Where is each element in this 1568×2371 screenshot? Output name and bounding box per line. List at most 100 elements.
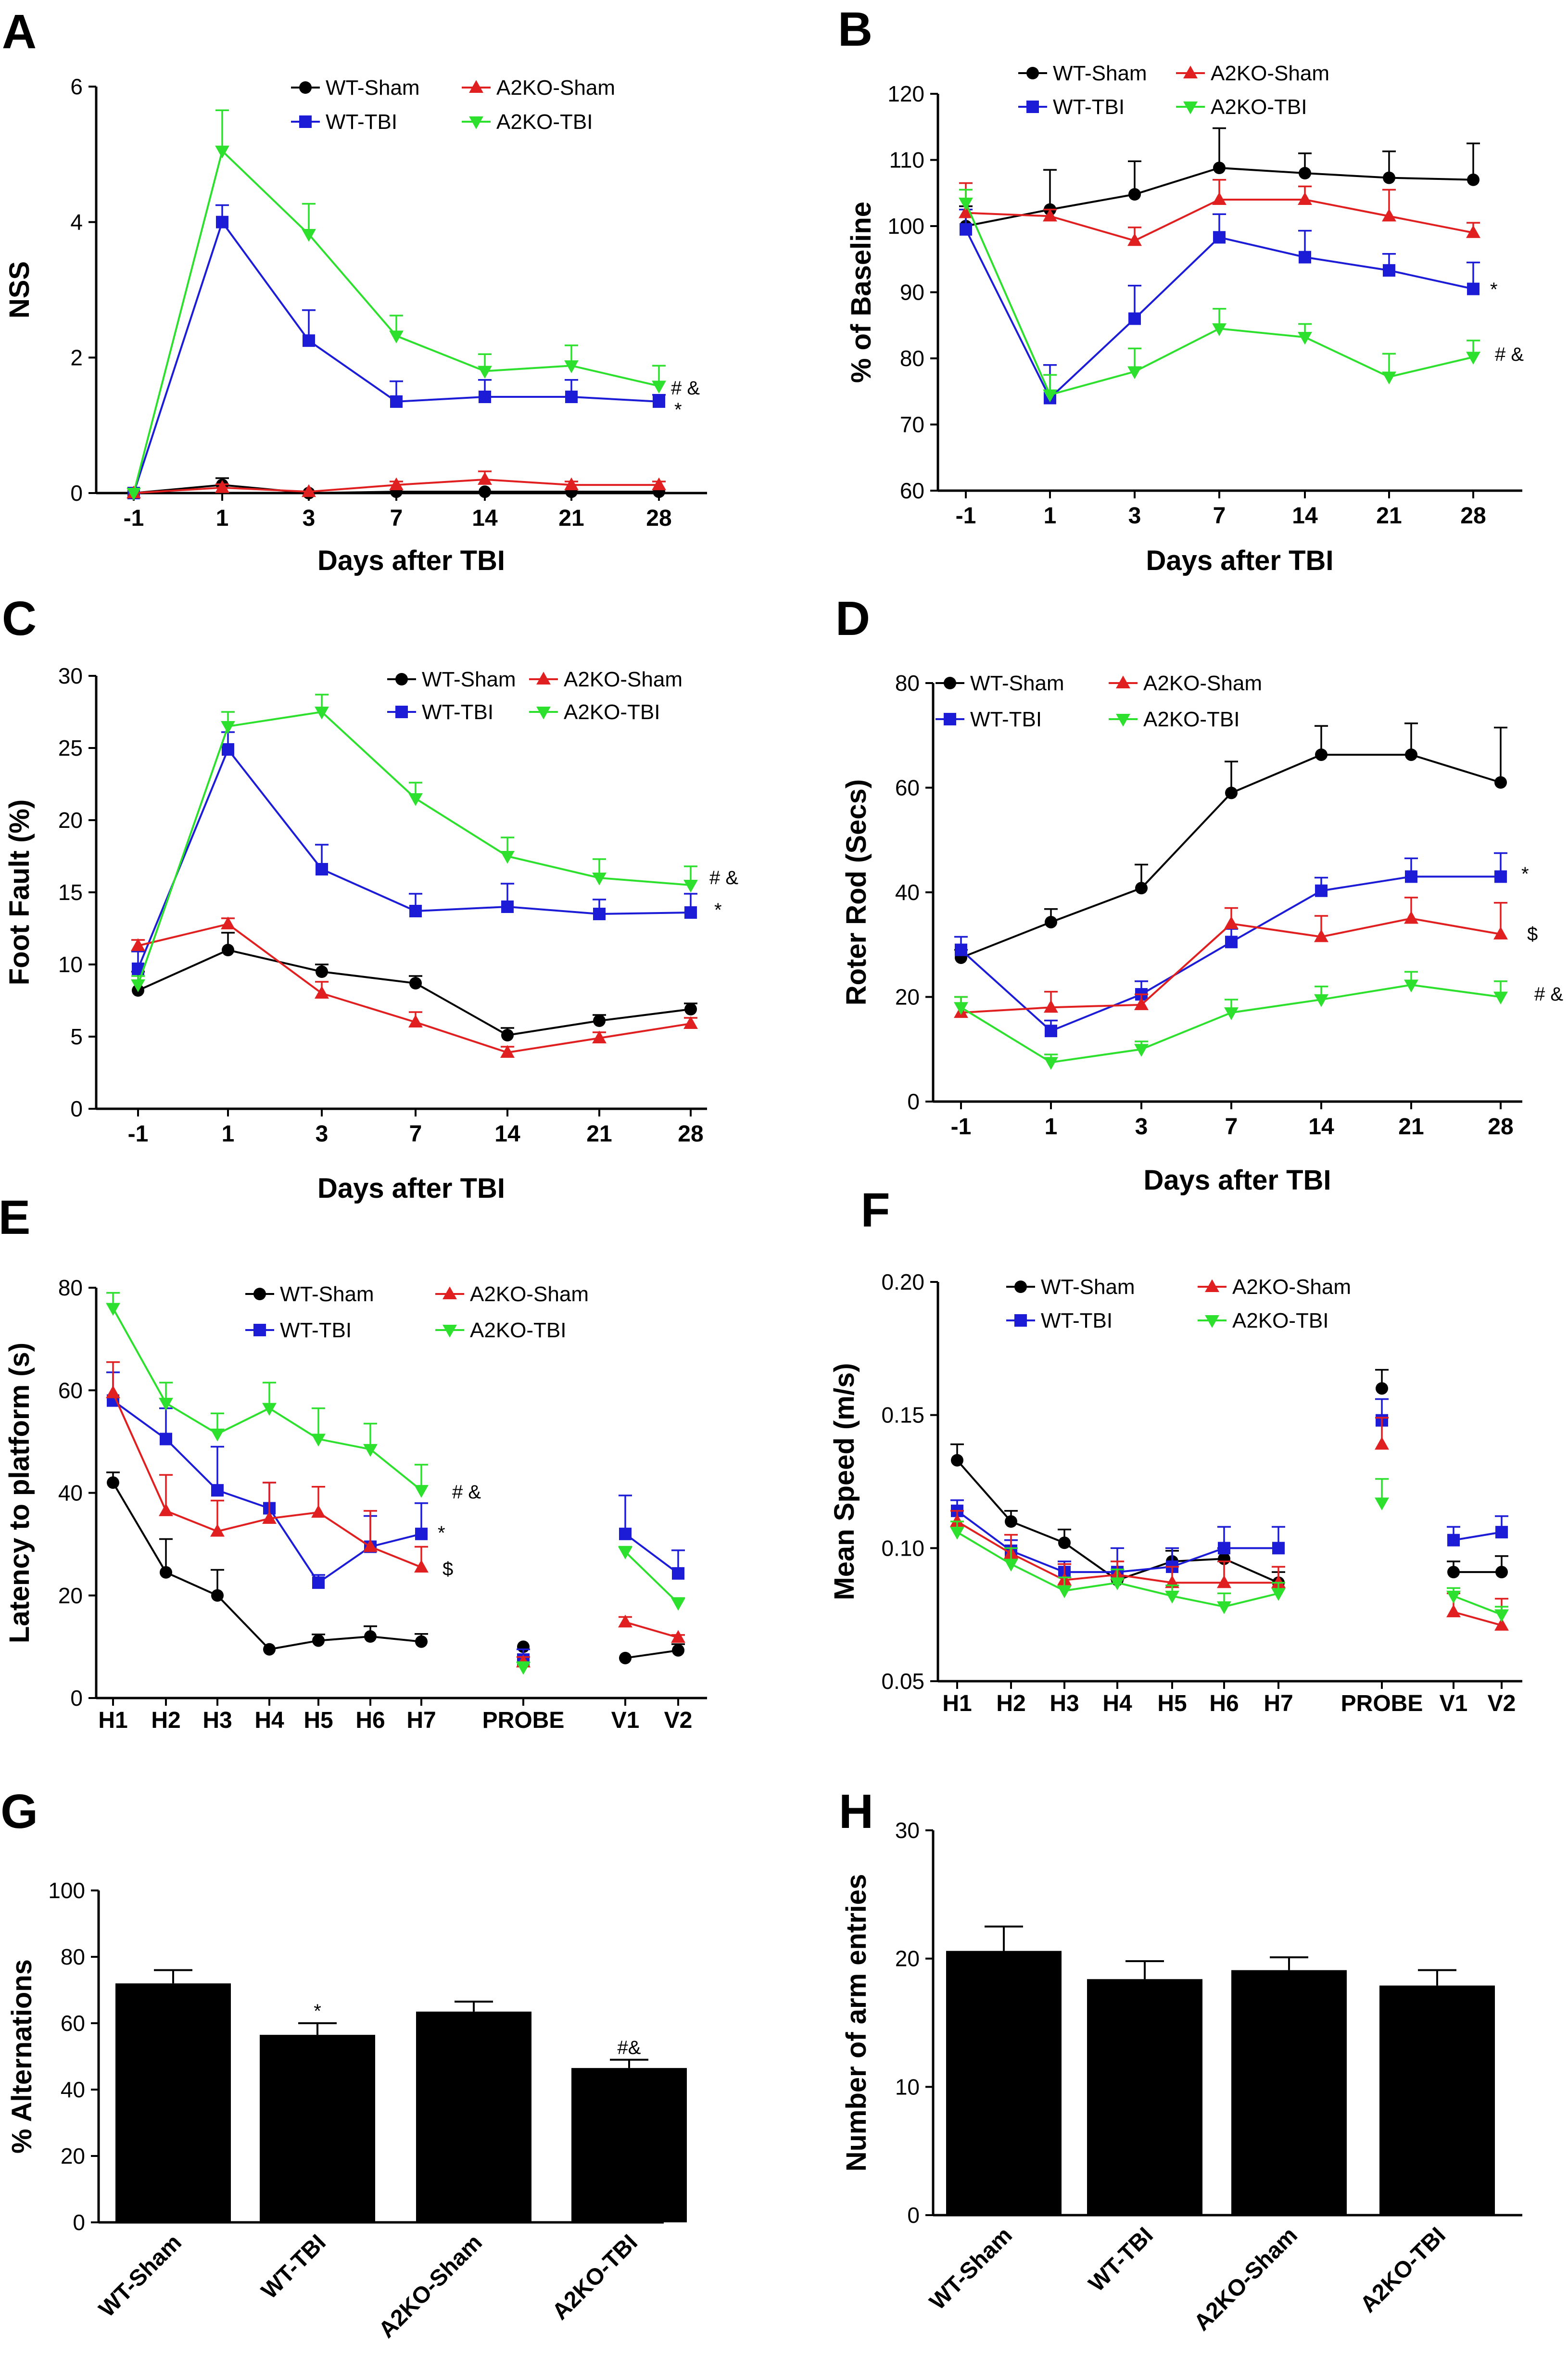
data-point xyxy=(1110,1577,1125,1590)
data-point xyxy=(1494,870,1507,883)
data-point xyxy=(1127,233,1142,246)
legend-label: A2KO-TBI xyxy=(496,110,593,134)
data-point xyxy=(1447,1566,1460,1579)
x-tick-label: PROBE xyxy=(482,1708,565,1733)
data-point xyxy=(1495,1566,1508,1579)
series-wt-tbi xyxy=(106,1371,685,1666)
legend-label: WT-Sham xyxy=(1041,1275,1135,1299)
data-point xyxy=(1128,188,1141,201)
data-point xyxy=(1314,929,1328,942)
data-point xyxy=(1272,1542,1285,1555)
panel-g: G 0 20 40 60 80 100 % Alternations WT-Sham * WT-TB… xyxy=(0,1785,687,2343)
y-tick-label: 0.10 xyxy=(881,1535,924,1560)
data-point xyxy=(389,330,404,343)
legend-label: A2KO-TBI xyxy=(470,1319,567,1342)
series-a2ko-tbi xyxy=(106,1292,685,1675)
data-point xyxy=(1493,926,1508,940)
y-tick-label: 40 xyxy=(58,1481,83,1506)
series-a2ko-sham xyxy=(131,916,698,1058)
y-tick-label: 0 xyxy=(73,2210,85,2235)
y-tick-label: 20 xyxy=(58,1583,83,1608)
y-axis-title: Latency to platform (s) xyxy=(4,1343,35,1643)
legend-marker xyxy=(1205,1279,1219,1293)
series-wt-tbi xyxy=(127,204,666,499)
data-point xyxy=(1225,786,1238,799)
legend-marker xyxy=(395,673,408,685)
x-tick-label: 21 xyxy=(1398,1114,1424,1140)
x-tick-label: 7 xyxy=(409,1121,422,1147)
x-tick-label: 3 xyxy=(316,1121,329,1147)
data-point xyxy=(592,872,607,886)
data-point xyxy=(671,1598,685,1611)
data-point xyxy=(671,1630,685,1643)
x-tick-label: H3 xyxy=(202,1708,232,1733)
data-point xyxy=(478,366,492,379)
y-tick-label: 4 xyxy=(70,210,83,235)
legend-marker xyxy=(1205,1315,1219,1328)
data-point xyxy=(316,863,328,875)
y-tick-label: 60 xyxy=(61,2011,85,2036)
data-point xyxy=(618,1547,632,1560)
data-point xyxy=(951,1454,963,1467)
legend: WT-Sham A2KO-Sham WT-TBI A2KO-TBI xyxy=(291,76,615,134)
legend-label: A2KO-Sham xyxy=(564,668,683,691)
x-tick-label: PROBE xyxy=(1341,1691,1423,1716)
x-tick-label: WT-TBI xyxy=(256,2230,330,2304)
x-tick-label: 21 xyxy=(586,1121,612,1147)
data-point xyxy=(312,1576,325,1589)
x-tick-label: 21 xyxy=(1376,503,1402,529)
x-tick-label: 1 xyxy=(1045,1114,1058,1140)
data-point xyxy=(1128,312,1141,325)
series-a2ko-tbi xyxy=(126,109,666,501)
data-point xyxy=(1299,167,1311,179)
x-tick-label: 7 xyxy=(1213,503,1226,529)
data-point xyxy=(126,487,141,501)
data-point xyxy=(1044,1057,1058,1070)
data-point xyxy=(619,1651,632,1664)
data-point xyxy=(364,1630,377,1643)
y-axis-title: Mean Speed (m/s) xyxy=(829,1363,860,1600)
data-point xyxy=(1004,1559,1018,1572)
data-point xyxy=(959,205,973,218)
series-wt-sham xyxy=(106,1471,685,1664)
data-point xyxy=(263,1643,276,1656)
data-point xyxy=(960,223,972,236)
data-point xyxy=(1375,1436,1389,1450)
x-tick-label: 28 xyxy=(1460,503,1486,529)
panel-c: C 0 5 10 15 20 25 30 Foot Fault (%) -1 1 3 7 14 21 28 Da… xyxy=(2,592,738,1204)
y-tick-label: 40 xyxy=(61,2077,85,2102)
data-point xyxy=(950,1514,964,1527)
data-point xyxy=(564,360,579,373)
bar xyxy=(571,2068,687,2222)
legend-label: A2KO-TBI xyxy=(564,700,660,724)
y-tick-label: 30 xyxy=(58,663,83,688)
data-point xyxy=(684,906,697,919)
y-tick-label: 0.15 xyxy=(881,1403,924,1428)
x-tick-label: H3 xyxy=(1050,1691,1079,1716)
data-point xyxy=(1314,994,1328,1007)
y-tick-label: 70 xyxy=(900,412,924,437)
legend-label: A2KO-Sham xyxy=(496,76,615,100)
data-point xyxy=(478,472,492,485)
data-point xyxy=(160,1566,172,1579)
legend-label: WT-Sham xyxy=(280,1282,374,1306)
data-point xyxy=(1043,389,1057,403)
y-tick-label: 0.05 xyxy=(881,1669,924,1694)
data-point xyxy=(131,938,145,951)
data-point xyxy=(390,395,403,408)
series-line xyxy=(137,710,691,985)
x-tick-label: H2 xyxy=(151,1708,180,1733)
data-point xyxy=(593,908,606,920)
series-a2ko-sham xyxy=(106,1361,685,1668)
data-point xyxy=(500,850,515,864)
bar xyxy=(416,2011,531,2222)
data-point xyxy=(302,228,316,242)
x-tick-label: WT-Sham xyxy=(925,2222,1017,2315)
significance-label: * xyxy=(1490,279,1498,300)
series-line xyxy=(625,1621,679,1639)
legend-label: WT-Sham xyxy=(422,668,516,691)
panel-d: D 0 20 40 60 80 Roter Rod (Secs) -1 1 3 7 14 21 28 Day… xyxy=(835,592,1563,1196)
data-point xyxy=(210,1428,225,1442)
x-tick-label: 1 xyxy=(1044,503,1057,529)
data-point xyxy=(408,1014,423,1028)
